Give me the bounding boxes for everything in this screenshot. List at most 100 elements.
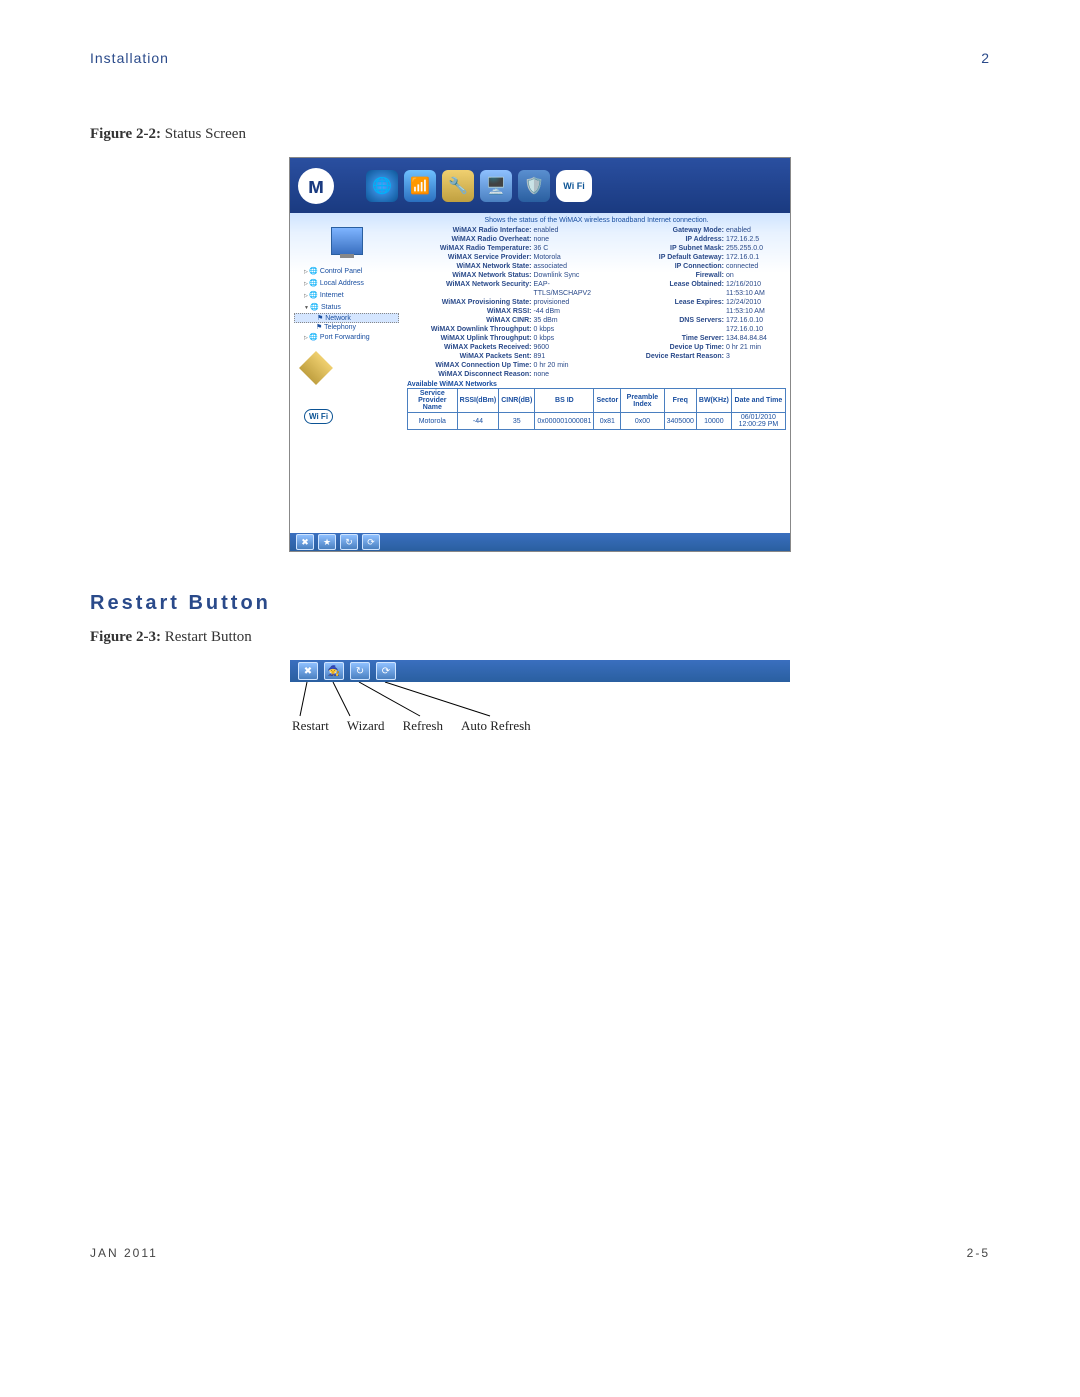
table-cell: 0x000001000081 <box>535 413 594 430</box>
status-row: Lease Expires:12/24/2010 11:53:10 AM <box>600 298 787 316</box>
auto-refresh-icon[interactable]: ⟳ <box>362 534 380 550</box>
status-value: 172.16.0.1 <box>726 253 786 262</box>
tools-icon[interactable]: 🔧 <box>442 170 474 202</box>
status-row: WiMAX RSSI:-44 dBm <box>407 307 594 316</box>
status-key: WiMAX Connection Up Time: <box>407 361 534 370</box>
nav-wifi-icon[interactable]: Wi Fi <box>304 399 399 433</box>
status-value: 12/16/2010 11:53:10 AM <box>726 280 786 298</box>
status-value: 891 <box>534 352 594 361</box>
table-header: Freq <box>664 389 696 413</box>
left-status-column: WiMAX Radio Interface:enabledWiMAX Radio… <box>407 226 594 379</box>
status-value: 0 kbps <box>534 325 594 334</box>
refresh-icon[interactable]: ↻ <box>340 534 358 550</box>
status-value: 172.16.0.10 172.16.0.10 <box>726 316 786 334</box>
table-header: Sector <box>594 389 621 413</box>
status-row: WiMAX Service Provider:Motorola <box>407 253 594 262</box>
status-key: IP Default Gateway: <box>600 253 727 262</box>
status-value: 255.255.0.0 <box>726 244 786 253</box>
restart-icon[interactable]: ✖ <box>296 534 314 550</box>
figure-2-2-label: Figure 2-2: <box>90 126 161 142</box>
status-value: 0 hr 21 min <box>726 343 786 352</box>
refresh-button-label: Refresh <box>403 718 443 734</box>
nav-subitem-network[interactable]: ⚑ Network <box>294 313 399 323</box>
status-key: Lease Expires: <box>600 298 727 316</box>
globe-icon[interactable]: 🌐 <box>366 170 398 202</box>
status-key: DNS Servers: <box>600 316 727 334</box>
nav-item-control-panel[interactable]: 🌐 Control Panel <box>294 265 399 277</box>
status-row: WiMAX Radio Interface:enabled <box>407 226 594 235</box>
status-row: WiMAX Network Status:Downlink Sync <box>407 271 594 280</box>
status-key: IP Address: <box>600 235 727 244</box>
figure-2-3-caption: Figure 2-3: Restart Button <box>90 629 990 646</box>
auto-refresh-button-label: Auto Refresh <box>461 718 531 734</box>
header-pagemark: 2 <box>981 50 990 66</box>
status-value: enabled <box>726 226 786 235</box>
status-main: Shows the status of the WiMAX wireless b… <box>403 213 790 533</box>
nav-tools-icon[interactable] <box>304 351 399 385</box>
status-row: WiMAX Network Security:EAP-TTLS/MSCHAPV2 <box>407 280 594 298</box>
signal-icon[interactable]: 📶 <box>404 170 436 202</box>
status-key: WiMAX Radio Interface: <box>407 226 534 235</box>
footer-pageno: 2-5 <box>967 1246 990 1260</box>
status-value: EAP-TTLS/MSCHAPV2 <box>534 280 594 298</box>
wizard-icon[interactable]: ★ <box>318 534 336 550</box>
right-status-column: Gateway Mode:enabledIP Address:172.16.2.… <box>600 226 787 379</box>
available-networks-heading: Available WiMAX Networks <box>407 381 786 388</box>
status-key: WiMAX Downlink Throughput: <box>407 325 534 334</box>
status-value: Motorola <box>534 253 594 262</box>
table-cell: 0x00 <box>621 413 664 430</box>
refresh-button[interactable]: ↻ <box>350 662 370 680</box>
nav-subitem-telephony[interactable]: ⚑ Telephony <box>294 323 399 331</box>
monitor-icon[interactable]: 🖥️ <box>480 170 512 202</box>
status-row: Firewall:on <box>600 271 787 280</box>
status-row: IP Subnet Mask:255.255.0.0 <box>600 244 787 253</box>
status-key: Time Server: <box>600 334 727 343</box>
status-key: Firewall: <box>600 271 727 280</box>
restart-section-title: Restart Button <box>90 592 990 615</box>
figure-2-3-label: Figure 2-3: <box>90 629 161 645</box>
status-value: 172.16.2.5 <box>726 235 786 244</box>
auto-refresh-button[interactable]: ⟳ <box>376 662 396 680</box>
status-row: WiMAX Connection Up Time:0 hr 20 min <box>407 361 594 370</box>
status-key: WiMAX Radio Temperature: <box>407 244 534 253</box>
status-screenshot: ᴍ 🌐 📶 🔧 🖥️ 🛡️ Wi Fi 🌐 Control Panel🌐 Loc… <box>289 157 791 552</box>
intro-text: Shows the status of the WiMAX wireless b… <box>407 217 786 224</box>
wizard-button[interactable]: 🧙 <box>324 662 344 680</box>
figure-2-2-title: Status Screen <box>165 126 246 142</box>
status-row: IP Address:172.16.2.5 <box>600 235 787 244</box>
nav-item-local-address[interactable]: 🌐 Local Address <box>294 277 399 289</box>
wifi-icon[interactable]: Wi Fi <box>556 170 592 202</box>
device-icon <box>331 227 363 255</box>
table-header: CINR(dB) <box>499 389 535 413</box>
table-header: Service Provider Name <box>408 389 458 413</box>
status-key: WiMAX Disconnect Reason: <box>407 370 534 379</box>
status-row: Device Up Time:0 hr 21 min <box>600 343 787 352</box>
table-cell: 3405000 <box>664 413 696 430</box>
status-row: WiMAX Network State:associated <box>407 262 594 271</box>
status-row: Time Server:134.84.84.84 <box>600 334 787 343</box>
status-value: connected <box>726 262 786 271</box>
top-icon-band: ᴍ 🌐 📶 🔧 🖥️ 🛡️ Wi Fi <box>290 158 790 213</box>
status-key: IP Connection: <box>600 262 727 271</box>
status-key: WiMAX Packets Sent: <box>407 352 534 361</box>
status-value: enabled <box>534 226 594 235</box>
shield-icon[interactable]: 🛡️ <box>518 170 550 202</box>
table-header: BS ID <box>535 389 594 413</box>
status-value: 134.84.84.84 <box>726 334 786 343</box>
table-header: Date and Time <box>731 389 785 413</box>
nav-item-status[interactable]: 🌐 Status <box>294 301 399 313</box>
nav-item-port-forwarding[interactable]: 🌐 Port Forwarding <box>294 331 399 343</box>
motorola-logo: ᴍ <box>298 168 334 204</box>
table-cell: 06/01/2010 12:00:29 PM <box>731 413 785 430</box>
restart-button[interactable]: ✖ <box>298 662 318 680</box>
status-value: 0 hr 20 min <box>534 361 594 370</box>
status-key: WiMAX Service Provider: <box>407 253 534 262</box>
status-key: Gateway Mode: <box>600 226 727 235</box>
status-value: 12/24/2010 11:53:10 AM <box>726 298 786 316</box>
figure-2-2-caption: Figure 2-2: Status Screen <box>90 126 990 143</box>
status-key: Lease Obtained: <box>600 280 727 298</box>
nav-item-internet[interactable]: 🌐 Internet <box>294 289 399 301</box>
table-cell: Motorola <box>408 413 458 430</box>
status-value: associated <box>534 262 594 271</box>
restart-figure: ✖🧙↻⟳ RestartWizardRefreshAuto Refresh <box>290 660 790 734</box>
